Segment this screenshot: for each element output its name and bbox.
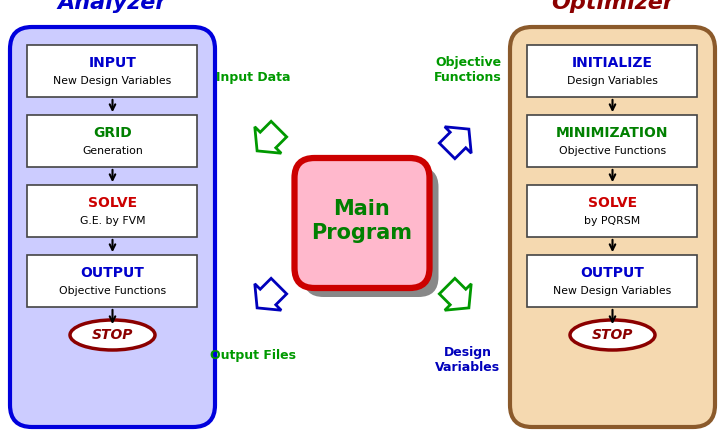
Text: MINIMIZATION: MINIMIZATION — [556, 126, 668, 140]
Bar — [28, 45, 197, 97]
Text: Design Variables: Design Variables — [567, 77, 658, 86]
Text: Objective
Functions: Objective Functions — [434, 56, 502, 84]
Text: Output Files: Output Files — [210, 348, 296, 361]
Text: Objective Functions: Objective Functions — [59, 287, 166, 296]
Text: SOLVE: SOLVE — [88, 196, 137, 210]
Bar — [28, 185, 197, 237]
Text: OUTPUT: OUTPUT — [581, 266, 645, 280]
Text: Objective Functions: Objective Functions — [559, 146, 666, 156]
Bar — [528, 115, 697, 167]
Polygon shape — [439, 127, 471, 159]
Text: STOP: STOP — [92, 328, 133, 342]
Bar — [28, 115, 197, 167]
Ellipse shape — [70, 320, 155, 350]
Bar — [528, 45, 697, 97]
Text: Optimizer: Optimizer — [551, 0, 674, 13]
Text: Design
Variables: Design Variables — [436, 346, 500, 374]
Ellipse shape — [570, 320, 655, 350]
Text: GRID: GRID — [93, 126, 132, 140]
Bar — [528, 255, 697, 307]
Text: New Design Variables: New Design Variables — [553, 287, 671, 296]
Text: INPUT: INPUT — [88, 56, 136, 70]
Bar — [28, 255, 197, 307]
Text: INITIALIZE: INITIALIZE — [572, 56, 653, 70]
FancyBboxPatch shape — [294, 158, 429, 288]
FancyBboxPatch shape — [304, 167, 439, 297]
Text: Generation: Generation — [82, 146, 143, 156]
FancyBboxPatch shape — [510, 27, 715, 427]
FancyBboxPatch shape — [10, 27, 215, 427]
Text: New Design Variables: New Design Variables — [54, 77, 172, 86]
Text: Input Data: Input Data — [216, 70, 290, 84]
Bar — [528, 185, 697, 237]
Polygon shape — [254, 121, 286, 153]
Text: Program: Program — [312, 223, 413, 243]
Text: STOP: STOP — [592, 328, 633, 342]
Text: G.E. by FVM: G.E. by FVM — [80, 216, 145, 227]
Text: SOLVE: SOLVE — [588, 196, 637, 210]
Text: by PQRSM: by PQRSM — [584, 216, 641, 227]
Text: Analyzer: Analyzer — [58, 0, 167, 13]
Polygon shape — [254, 278, 286, 310]
Text: Main: Main — [334, 199, 390, 219]
Text: OUTPUT: OUTPUT — [80, 266, 144, 280]
Polygon shape — [439, 278, 471, 310]
